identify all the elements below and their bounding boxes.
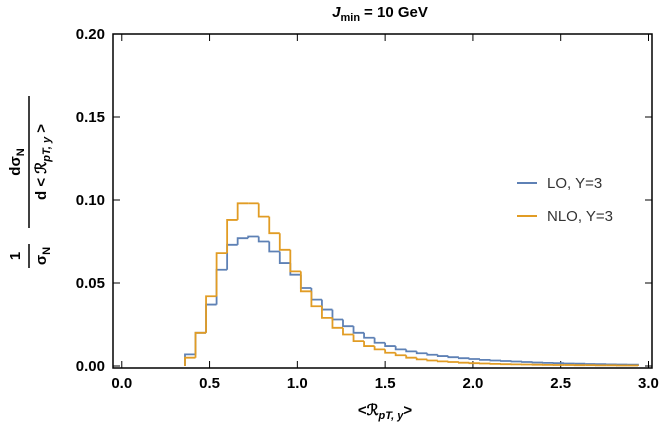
histogram-step [290,250,301,272]
legend-label: LO, Y=3 [547,175,602,192]
x-tick-label: 0.5 [199,375,220,392]
histogram-step [322,300,333,310]
histogram-step [417,351,428,353]
histogram-step [206,305,217,333]
y-tick-label: 0.05 [76,275,105,292]
x-tick-label: 1.5 [375,375,396,392]
y-axis-label: 1 σN dσN d < ℛpT, y > [7,96,53,268]
histogram-step [417,358,428,360]
histogram-step [290,263,301,275]
histogram-step [427,359,438,360]
histogram-step [438,361,449,362]
ylabel-d: d < ℛpT, y > [33,124,53,200]
y-tick-label: 0.15 [76,109,105,126]
histogram-step [343,328,354,335]
x-tick-label: 2.5 [550,375,571,392]
ylabel-d-sub: pT, y [41,136,53,163]
histogram-step [248,237,259,239]
histogram-step [480,359,491,360]
histogram-step [396,353,407,355]
histogram-step [259,237,270,242]
histogram-step [238,238,249,245]
histogram-step [385,343,396,346]
histogram-step [238,203,249,220]
ylabel-one: 1 [7,252,24,260]
x-tick-label: 2.0 [462,375,483,392]
histogram-step [185,358,196,366]
histogram-step [396,346,407,349]
histogram-step [269,217,280,234]
ylabel-d-close: > [33,124,50,137]
ylabel-dsigma-sub: N [15,148,27,156]
histogram-step [448,361,459,362]
ylabel-dsigma-symbol: dσ [7,156,24,175]
histogram-step [217,253,228,296]
xlabel-open: <ℛ [358,402,379,419]
y-tick-label: 0.10 [76,192,105,209]
ylabel-sigma-sub: N [41,247,53,255]
histogram-step [301,275,312,288]
histogram-step [385,349,396,352]
ylabel-sigma: σN [33,247,53,265]
histogram-step [269,242,280,252]
histogram-step [196,333,207,355]
x-tick-label: 1.0 [287,375,308,392]
histogram-step [406,355,417,357]
histogram-step [375,346,386,349]
plot-frame [113,34,652,368]
histogram-step [259,203,270,216]
histogram-step [332,310,343,320]
title-text: = 10 GeV [364,4,428,21]
xlabel-close: > [403,402,412,419]
title-subscript: min [340,12,360,24]
histogram-step [217,270,228,305]
x-axis-label: <ℛpT, y> [358,402,413,422]
histogram-step [375,338,386,343]
ylabel-sigma-symbol: σ [33,255,50,265]
histogram-step [459,357,470,358]
histogram-step [406,349,417,351]
ylabel-dsigma: dσN [7,148,27,175]
histogram-step [206,296,217,333]
histogram-step [227,220,238,253]
histogram-step [280,233,291,250]
xlabel-subscript: pT, y [378,410,405,422]
histogram-step [490,360,501,361]
y-tick-label: 0.00 [76,358,105,375]
series [185,237,638,366]
x-tick-label: 3.0 [638,375,659,392]
histogram-step [354,326,365,333]
legend-label: NLO, Y=3 [547,208,613,225]
series [185,203,638,366]
histogram-step [364,333,375,338]
histogram-step [322,306,333,318]
histogram-step [343,320,354,327]
histogram-step [227,245,238,270]
histogram-step [364,341,375,346]
histogram-step [311,288,322,300]
histogram-step [196,333,207,358]
x-tick-label: 0.0 [111,375,132,392]
y-tick-label: 0.20 [76,26,105,43]
histogram-step [459,362,470,363]
histogram-step [448,356,459,357]
chart-title: Jmin= 10 GeV [332,4,428,24]
histogram-step [469,358,480,359]
histogram-step [280,251,291,263]
ylabel-d-open: d < ℛ [33,162,50,200]
histogram-step [427,353,438,354]
histogram-step [438,355,449,356]
histogram-step [185,354,196,366]
histogram-step [354,334,365,341]
